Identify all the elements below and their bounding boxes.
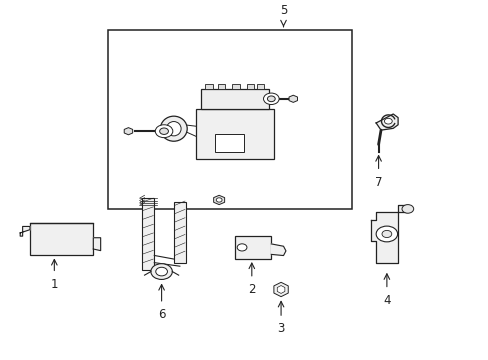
Text: 6: 6 xyxy=(158,308,165,321)
Bar xyxy=(173,202,185,263)
Text: 4: 4 xyxy=(383,294,390,307)
Bar xyxy=(246,84,254,89)
Bar xyxy=(234,236,271,259)
Circle shape xyxy=(159,128,168,134)
Text: 1: 1 xyxy=(50,278,58,291)
Bar xyxy=(30,223,93,256)
Polygon shape xyxy=(93,238,101,251)
Circle shape xyxy=(155,125,172,138)
Circle shape xyxy=(375,226,397,242)
Polygon shape xyxy=(213,195,224,204)
Circle shape xyxy=(263,93,279,104)
Circle shape xyxy=(267,96,275,102)
Circle shape xyxy=(156,267,167,276)
Polygon shape xyxy=(288,95,297,102)
Bar xyxy=(108,30,351,209)
Circle shape xyxy=(384,118,391,124)
Text: 7: 7 xyxy=(374,176,382,189)
Ellipse shape xyxy=(166,122,181,136)
Polygon shape xyxy=(370,205,407,263)
Polygon shape xyxy=(271,244,285,256)
Circle shape xyxy=(381,230,391,238)
Bar xyxy=(215,134,244,152)
Bar xyxy=(200,89,268,109)
Bar xyxy=(195,109,273,159)
Circle shape xyxy=(216,198,222,202)
Bar xyxy=(205,84,212,89)
Circle shape xyxy=(237,244,246,251)
Text: 3: 3 xyxy=(277,323,284,336)
Polygon shape xyxy=(20,226,30,236)
Ellipse shape xyxy=(160,116,187,141)
Text: 2: 2 xyxy=(247,283,255,296)
Polygon shape xyxy=(273,282,287,297)
Bar xyxy=(232,84,239,89)
Text: 5: 5 xyxy=(279,4,286,17)
Circle shape xyxy=(151,264,172,279)
Bar xyxy=(142,198,154,270)
Polygon shape xyxy=(375,114,397,130)
Bar xyxy=(256,84,264,89)
Polygon shape xyxy=(277,285,285,293)
Polygon shape xyxy=(124,128,132,135)
Circle shape xyxy=(401,204,413,213)
Bar xyxy=(217,84,224,89)
